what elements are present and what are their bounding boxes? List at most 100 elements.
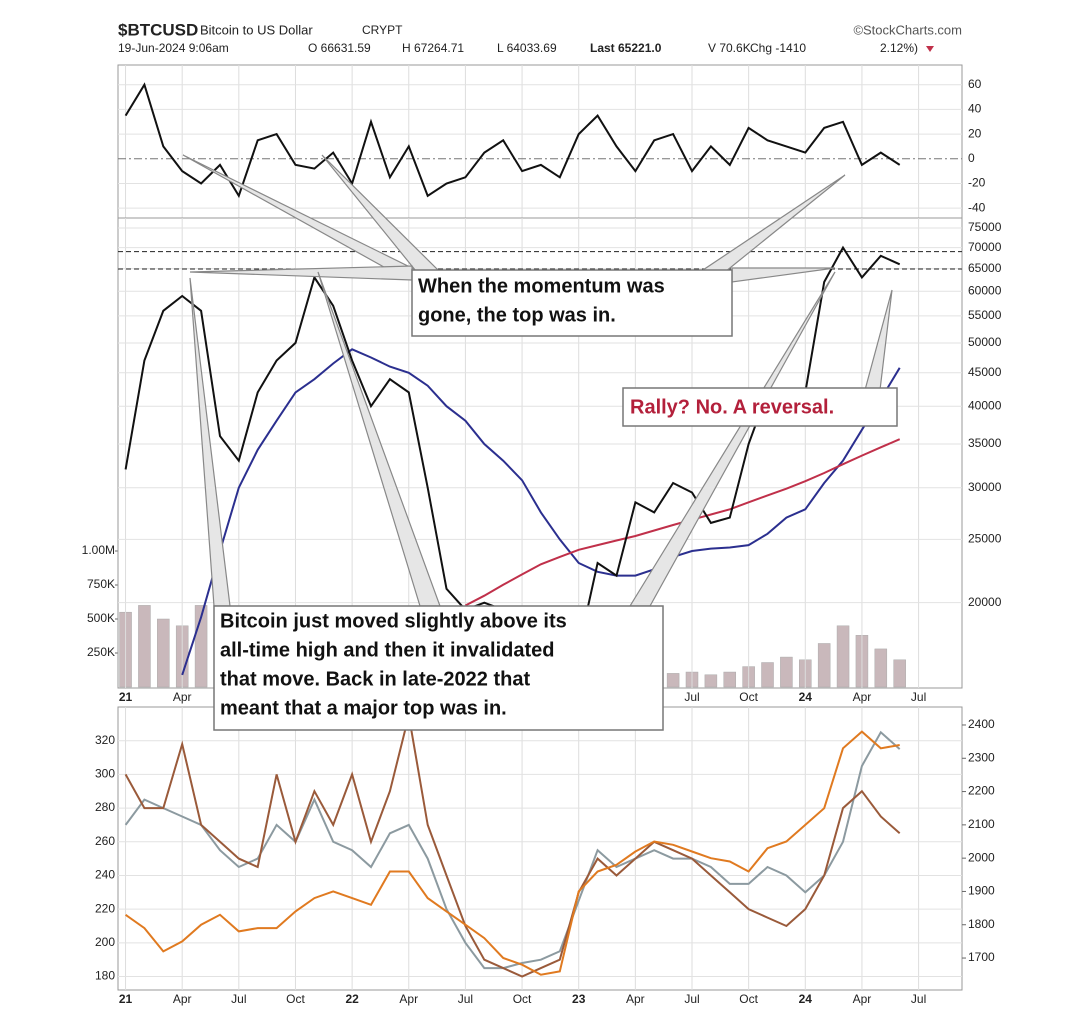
y-tick-label: 40000 (968, 398, 1002, 412)
down-arrow (926, 46, 934, 52)
series-line (124, 715, 901, 978)
y-tick-label: 280 (95, 800, 115, 814)
y2-tick-label: 2300 (968, 750, 995, 764)
y-tick-label: 60 (968, 77, 982, 91)
series-line (181, 348, 901, 676)
y2-tick-label: 2000 (968, 850, 995, 864)
volume: V 70.6K (708, 41, 751, 55)
x-tick-label: Apr (173, 690, 192, 704)
x-tick-label: 22 (345, 992, 359, 1006)
y-tick-label: 75000 (968, 220, 1002, 234)
y-tick-label: 30000 (968, 480, 1002, 494)
annotation-line: Rally? No. A reversal. (630, 396, 834, 418)
y2-tick-label: 2200 (968, 784, 995, 798)
annotation-line: meant that a major top was in. (220, 697, 507, 719)
x-tick-label: 23 (572, 992, 586, 1006)
series-line (125, 730, 900, 976)
y-tick-label: 20 (968, 126, 982, 140)
volume-bar (780, 656, 793, 688)
source: ©StockCharts.com (853, 22, 962, 37)
volume-bar (874, 648, 888, 688)
volume-bar (138, 605, 151, 688)
y2-tick-label: 2100 (968, 817, 995, 831)
y-tick-label: 250K (87, 645, 115, 659)
x-tick-label: Jul (911, 992, 926, 1006)
x-tick-label: Apr (853, 992, 872, 1006)
x-tick-label: 21 (119, 690, 133, 704)
volume-bar (817, 643, 831, 688)
x-tick-label: Apr (399, 992, 418, 1006)
change-pct: 2.12%) (880, 41, 918, 55)
volume-bar (761, 662, 774, 688)
volume-bar (836, 625, 850, 688)
y-tick-label: -40 (968, 200, 986, 214)
y-tick-label: 240 (95, 868, 115, 882)
annotation-line: Bitcoin just moved slightly above its (220, 610, 567, 632)
x-tick-label: Oct (739, 690, 758, 704)
y-tick-label: 60000 (968, 283, 1002, 297)
volume-bar (723, 671, 737, 688)
y-tick-label: 40 (968, 102, 982, 116)
annotation-box: Bitcoin just moved slightly above its al… (213, 605, 664, 731)
annotation-box: When the momentum was gone, the top was … (411, 269, 733, 337)
y-tick-label: 750K (87, 577, 115, 591)
series-line (124, 730, 901, 970)
volume-bar (704, 674, 718, 688)
y2-tick-label: 1700 (968, 950, 995, 964)
annotation-line: that move. Back in late-2022 that (220, 668, 530, 690)
x-tick-label: Jul (911, 690, 926, 704)
annotation-line: gone, the top was in. (418, 304, 616, 326)
open: O 66631.59 (308, 41, 371, 55)
x-tick-label: Jul (684, 992, 699, 1006)
x-tick-label: Jul (684, 690, 699, 704)
symbol: $BTCUSD (118, 20, 198, 39)
y-tick-label: 0 (968, 151, 975, 165)
volume-bar (893, 659, 906, 688)
volume-bar (157, 618, 170, 688)
y-tick-label: 200 (95, 935, 115, 949)
y-tick-label: 20000 (968, 595, 1002, 609)
y-tick-label: 35000 (968, 436, 1002, 450)
x-tick-label: Jul (231, 992, 246, 1006)
change: Chg -1410 (750, 41, 806, 55)
y-tick-label: 180 (95, 969, 115, 983)
y2-tick-label: 1900 (968, 884, 995, 898)
y-tick-label: 55000 (968, 308, 1002, 322)
y-tick-label: 70000 (968, 240, 1002, 254)
y-tick-label: 500K (87, 611, 115, 625)
x-tick-label: Oct (739, 992, 758, 1006)
y-tick-label: 50000 (968, 335, 1002, 349)
y-tick-label: 65000 (968, 261, 1002, 275)
volume-bar (666, 673, 680, 688)
y-tick-label: -20 (968, 176, 986, 190)
x-tick-label: Oct (286, 992, 305, 1006)
y-tick-label: 1.00M (82, 543, 115, 557)
series-line (124, 82, 901, 199)
x-tick-label: Apr (173, 992, 192, 1006)
annotation-frame (622, 387, 898, 427)
x-tick-label: Apr (626, 992, 645, 1006)
annotation-box: Rally? No. A reversal. (622, 387, 898, 427)
x-tick-label: 24 (799, 690, 813, 704)
annotation-frame (411, 269, 733, 337)
y2-tick-label: 2400 (968, 717, 995, 731)
y-tick-label: 45000 (968, 365, 1002, 379)
exchange: CRYPT (362, 23, 403, 37)
annotation-frame (213, 605, 664, 731)
x-tick-label: 24 (799, 992, 813, 1006)
x-tick-label: 21 (119, 992, 133, 1006)
y-tick-label: 220 (95, 901, 115, 915)
last: Last 65221.0 (590, 41, 662, 55)
low: L 64033.69 (497, 41, 557, 55)
callouts (182, 154, 893, 607)
header: $BTCUSD Bitcoin to US Dollar CRYPT ©Stoc… (118, 20, 962, 55)
y2-tick-label: 1800 (968, 917, 995, 931)
annotation-line: When the momentum was (418, 275, 665, 297)
x-tick-label: Apr (853, 690, 872, 704)
high: H 67264.71 (402, 41, 464, 55)
x-tick-label: Jul (458, 992, 473, 1006)
y-tick-label: 320 (95, 733, 115, 747)
instrument-name: Bitcoin to US Dollar (200, 22, 313, 37)
